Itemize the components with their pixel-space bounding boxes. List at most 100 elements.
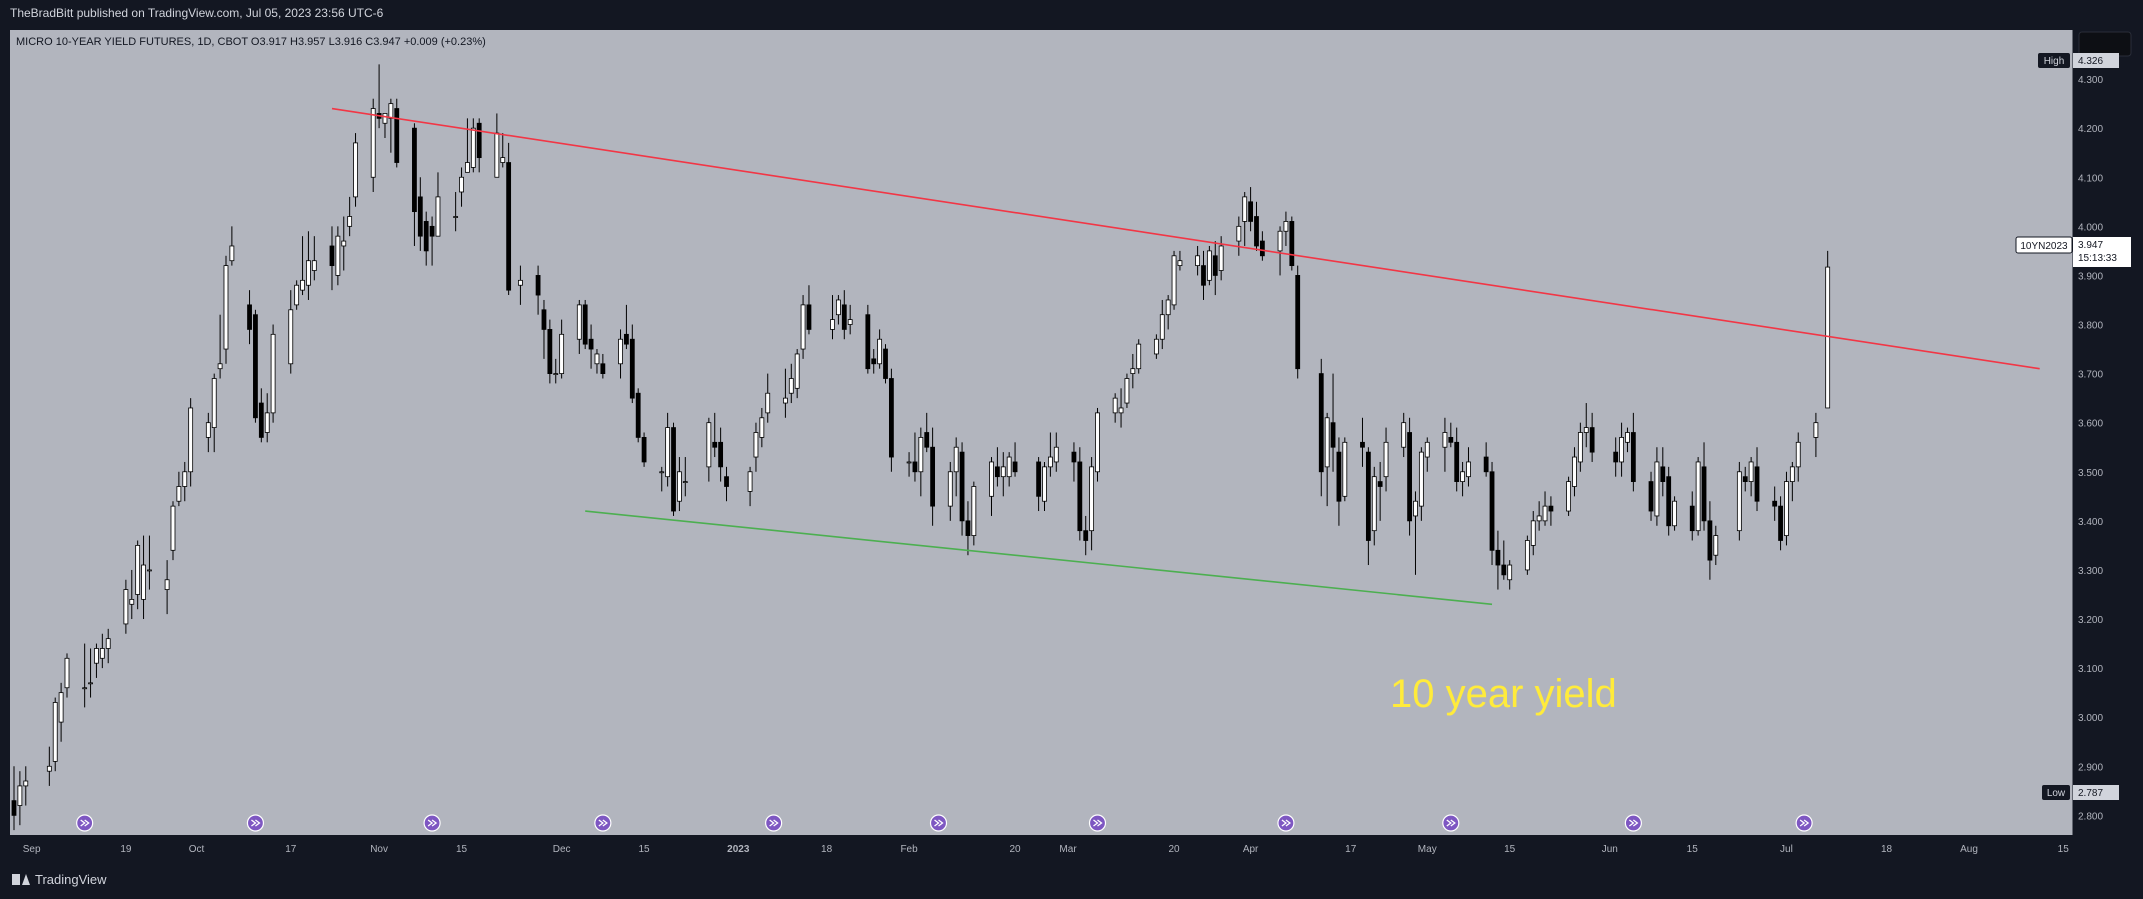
candle-body bbox=[618, 338, 623, 365]
candle-body bbox=[99, 648, 105, 659]
candle-body bbox=[1283, 221, 1289, 232]
candle bbox=[223, 255, 229, 364]
candle-body bbox=[1695, 461, 1701, 532]
economic-event-icon[interactable] bbox=[76, 814, 94, 832]
candle-body bbox=[1707, 520, 1713, 561]
candle-body bbox=[1012, 461, 1018, 473]
candle bbox=[176, 471, 182, 507]
economic-event-icon[interactable] bbox=[1442, 814, 1460, 832]
candle bbox=[1124, 373, 1130, 408]
candle-body bbox=[989, 461, 994, 497]
candle bbox=[1448, 422, 1454, 448]
economic-event-icon[interactable] bbox=[765, 814, 783, 832]
candle bbox=[453, 191, 459, 232]
candle bbox=[1283, 211, 1289, 246]
high-value: 4.326 bbox=[2078, 56, 2103, 67]
brand-text: TradingView bbox=[35, 872, 107, 887]
candle bbox=[394, 98, 400, 168]
candle bbox=[1572, 447, 1577, 497]
candle bbox=[88, 648, 93, 698]
event-markers[interactable] bbox=[76, 814, 1813, 832]
candle-body bbox=[1530, 520, 1536, 546]
candle-body bbox=[1784, 481, 1789, 536]
x-tick-label: Oct bbox=[189, 844, 205, 855]
economic-event-icon[interactable] bbox=[1624, 814, 1642, 832]
candle-body bbox=[211, 378, 217, 428]
y-tick-label: 3.100 bbox=[2078, 664, 2103, 675]
candle bbox=[1507, 560, 1513, 590]
candle-body bbox=[306, 260, 311, 286]
time-axis[interactable] bbox=[10, 835, 2073, 860]
candle bbox=[335, 226, 341, 286]
candle bbox=[1466, 447, 1471, 487]
candle bbox=[1071, 442, 1077, 482]
candle bbox=[865, 304, 871, 374]
candle-body bbox=[17, 785, 23, 806]
candle bbox=[306, 231, 311, 300]
candle-body bbox=[865, 314, 871, 370]
candle-body bbox=[1825, 266, 1831, 409]
candle-body bbox=[253, 314, 258, 419]
candle bbox=[1036, 457, 1042, 512]
resistance-trendline[interactable] bbox=[331, 107, 2040, 370]
candle bbox=[965, 501, 971, 556]
candle bbox=[1318, 358, 1324, 497]
candle bbox=[624, 304, 629, 350]
candle-body bbox=[1083, 530, 1089, 541]
candle bbox=[576, 299, 582, 354]
candle-body bbox=[1736, 471, 1742, 532]
candle bbox=[1000, 452, 1006, 497]
economic-event-icon[interactable] bbox=[1795, 814, 1813, 832]
candle bbox=[1778, 496, 1783, 551]
price-axis[interactable] bbox=[2073, 30, 2143, 860]
annotation-text: 10 year yield bbox=[1390, 672, 1617, 716]
economic-event-icon[interactable] bbox=[929, 814, 948, 832]
candle-body bbox=[1577, 432, 1583, 463]
candle bbox=[1136, 339, 1142, 374]
candle-body bbox=[1124, 378, 1130, 404]
candle bbox=[1625, 427, 1630, 453]
candle bbox=[1748, 457, 1754, 497]
candle-body bbox=[1318, 373, 1324, 473]
economic-event-icon[interactable] bbox=[1088, 814, 1107, 832]
candle-body bbox=[1424, 441, 1430, 458]
candle bbox=[211, 373, 217, 453]
economic-event-icon[interactable] bbox=[1277, 814, 1295, 832]
candlestick-chart[interactable]: MICRO 10-YEAR YIELD FUTURES, 1D, CBOT O3… bbox=[10, 30, 2143, 860]
support-trendline[interactable] bbox=[585, 510, 1493, 606]
candle bbox=[877, 329, 883, 369]
tradingview-logo[interactable]: TradingView bbox=[12, 872, 107, 887]
chart-area[interactable]: MICRO 10-YEAR YIELD FUTURES, 1D, CBOT O3… bbox=[10, 30, 2143, 860]
candle-body bbox=[288, 309, 294, 365]
candle-body bbox=[1572, 456, 1577, 487]
candle-body bbox=[1442, 432, 1448, 448]
candle-body bbox=[635, 392, 641, 438]
candle bbox=[423, 211, 429, 266]
candle bbox=[1424, 437, 1430, 472]
y-tick-label: 3.900 bbox=[2078, 271, 2103, 282]
candle-body bbox=[223, 265, 229, 350]
scale-settings-button[interactable] bbox=[2078, 31, 2132, 57]
candle-body bbox=[1242, 196, 1248, 222]
candle bbox=[470, 118, 476, 173]
candle-body bbox=[753, 432, 759, 458]
candle-body bbox=[994, 466, 1000, 478]
candle bbox=[205, 412, 211, 453]
candle bbox=[64, 653, 70, 698]
candle-body bbox=[1089, 466, 1095, 532]
candle-body bbox=[830, 319, 835, 330]
candle-body bbox=[1795, 441, 1801, 468]
candle-body bbox=[1542, 505, 1548, 522]
candle bbox=[353, 133, 358, 207]
economic-event-icon[interactable] bbox=[594, 814, 612, 832]
candle-body bbox=[576, 304, 582, 340]
candle-body bbox=[1448, 437, 1454, 443]
economic-event-icon[interactable] bbox=[423, 814, 441, 832]
candle-body bbox=[329, 245, 335, 267]
economic-event-icon[interactable] bbox=[246, 814, 265, 832]
candle bbox=[1742, 466, 1748, 492]
candle-body bbox=[1660, 466, 1666, 482]
candle bbox=[1171, 250, 1177, 310]
candle bbox=[435, 172, 441, 237]
candle-body bbox=[1566, 481, 1571, 512]
